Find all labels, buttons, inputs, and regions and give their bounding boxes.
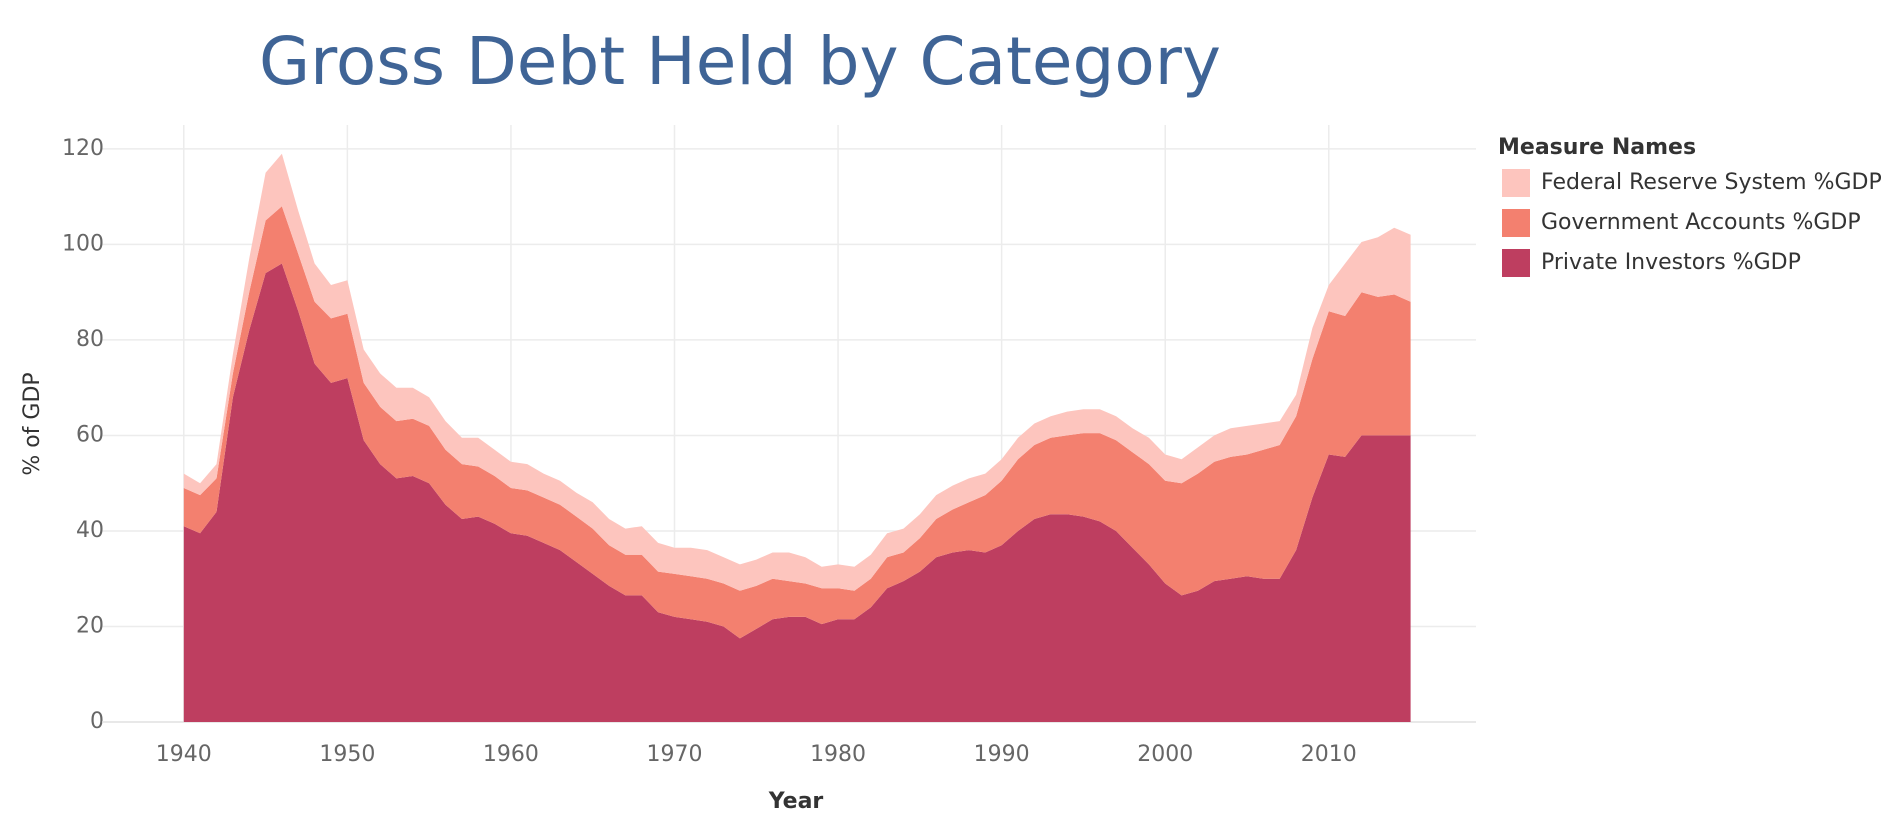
- legend-swatch: [1502, 209, 1530, 237]
- y-tick-label: 60: [76, 422, 104, 447]
- x-tick-label: 1990: [974, 742, 1030, 767]
- x-axis-label: Year: [768, 789, 824, 814]
- y-axis-label: % of GDP: [20, 372, 45, 475]
- x-tick-label: 1950: [319, 742, 375, 767]
- y-tick-label: 100: [62, 231, 104, 256]
- x-tick-label: 1940: [156, 742, 212, 767]
- chart-title: Gross Debt Held by Category: [259, 23, 1221, 100]
- x-tick-label: 1980: [810, 742, 866, 767]
- y-tick-label: 80: [76, 327, 104, 352]
- legend-title: Measure Names: [1498, 135, 1696, 160]
- x-tick-label: 2010: [1301, 742, 1357, 767]
- legend-swatch: [1502, 169, 1530, 197]
- y-tick-label: 40: [76, 518, 104, 543]
- legend-label: Government Accounts %GDP: [1541, 210, 1861, 235]
- x-tick-label: 1960: [483, 742, 539, 767]
- y-tick-label: 0: [90, 709, 104, 734]
- area: [183, 263, 1411, 722]
- x-tick-label: 1970: [647, 742, 703, 767]
- y-tick-label: 120: [62, 136, 104, 161]
- y-tick-label: 20: [76, 613, 104, 638]
- x-tick-label: 2000: [1137, 742, 1193, 767]
- legend-label: Private Investors %GDP: [1541, 250, 1801, 275]
- legend-label: Federal Reserve System %GDP: [1541, 170, 1882, 195]
- legend-swatch: [1502, 249, 1530, 277]
